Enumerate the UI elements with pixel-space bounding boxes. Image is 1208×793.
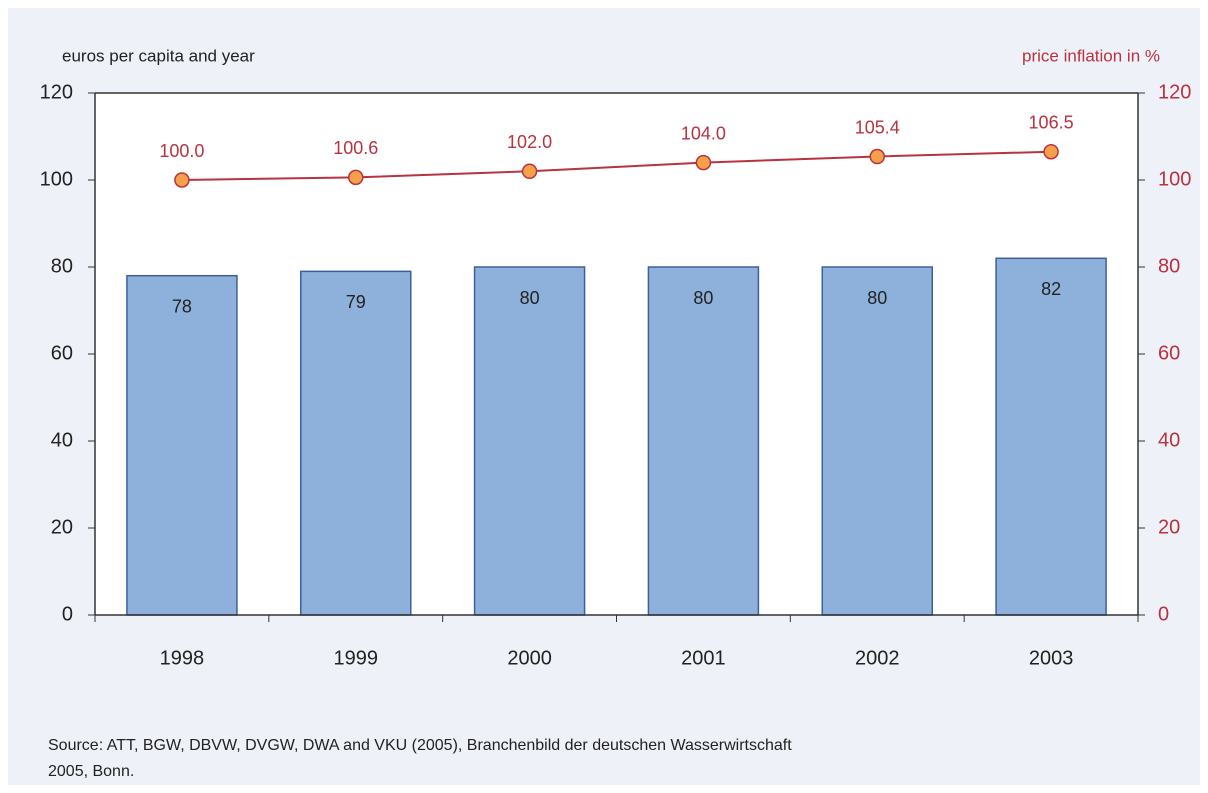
line-marker [174, 172, 190, 188]
y2-tick-label: 20 [1158, 516, 1180, 538]
y2-axis-label: price inflation in % [1022, 46, 1160, 65]
y2-tick-label: 80 [1158, 255, 1180, 277]
bar [300, 270, 412, 616]
line-label: 102.0 [507, 132, 552, 152]
line-label: 100.6 [333, 138, 378, 158]
y-tick-label: 20 [51, 516, 73, 538]
x-tick-label: 1999 [334, 647, 379, 669]
y-tick-label: 40 [51, 429, 73, 451]
bar [647, 266, 760, 616]
line-label: 105.4 [855, 117, 900, 137]
bar-label: 80 [693, 288, 713, 308]
line-marker [521, 163, 538, 180]
bar [126, 274, 238, 616]
source-line: 2005, Bonn. [48, 763, 134, 780]
line-label: 100.0 [159, 141, 204, 161]
source-line: Source: ATT, BGW, DBVW, DVGW, DWA and VK… [48, 737, 792, 754]
line-label: 106.5 [1029, 112, 1074, 132]
x-tick-label: 2002 [855, 647, 900, 669]
bar [821, 266, 933, 616]
y-tick-label: 120 [40, 81, 73, 103]
y-tick-label: 60 [51, 342, 73, 364]
bar [995, 257, 1107, 616]
y2-tick-label: 120 [1158, 81, 1191, 103]
x-tick-label: 2003 [1029, 647, 1074, 669]
y-axis-label: euros per capita and year [62, 46, 255, 65]
line-marker [1043, 143, 1059, 160]
line [181, 150, 1052, 181]
bar [473, 266, 586, 616]
y-tick-label: 80 [51, 255, 73, 277]
y2-tick-label: 0 [1158, 603, 1169, 625]
line-label: 104.0 [681, 123, 726, 143]
bar-label: 82 [1041, 279, 1061, 299]
line-marker [869, 148, 885, 165]
bar-label: 79 [346, 292, 366, 312]
bar-label: 80 [520, 288, 540, 308]
plot-area [95, 93, 1138, 615]
bar-label: 78 [172, 296, 192, 316]
y2-tick-label: 60 [1158, 342, 1180, 364]
x-tick-label: 1998 [160, 647, 205, 669]
y2-tick-label: 40 [1158, 429, 1180, 451]
bar-label: 80 [867, 288, 887, 308]
line-marker [695, 154, 712, 171]
y-tick-label: 0 [62, 603, 73, 625]
y-tick-label: 100 [40, 168, 73, 190]
x-tick-label: 2000 [507, 647, 552, 669]
x-tick-label: 2001 [681, 647, 726, 669]
line-marker [348, 169, 364, 186]
y2-tick-label: 100 [1158, 168, 1191, 190]
